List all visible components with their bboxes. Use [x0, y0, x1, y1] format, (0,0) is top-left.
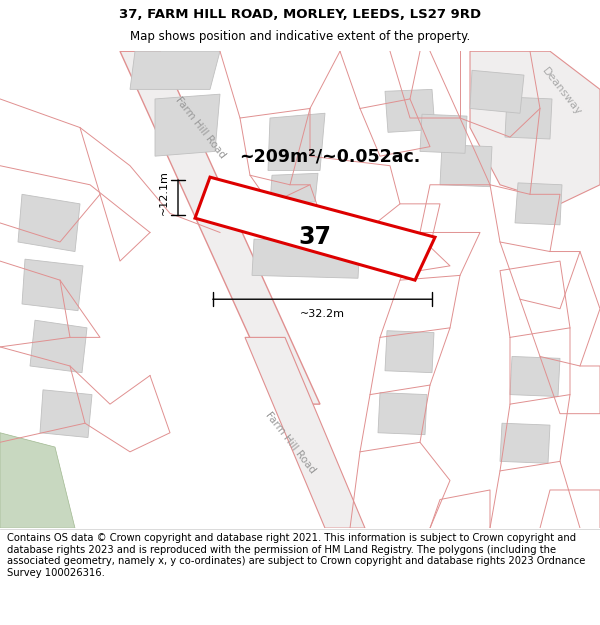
Text: Farm Hill Road: Farm Hill Road — [173, 95, 227, 160]
Polygon shape — [378, 392, 427, 434]
Polygon shape — [470, 51, 600, 204]
Text: ~209m²/~0.052ac.: ~209m²/~0.052ac. — [239, 147, 421, 165]
Polygon shape — [385, 331, 434, 372]
Text: Farm Hill Road: Farm Hill Road — [263, 410, 317, 475]
Polygon shape — [0, 432, 75, 528]
Text: Deansway: Deansway — [540, 66, 584, 117]
Polygon shape — [470, 71, 524, 113]
Text: ~12.1m: ~12.1m — [159, 171, 169, 216]
Polygon shape — [505, 97, 552, 139]
Polygon shape — [120, 51, 320, 404]
Polygon shape — [40, 390, 92, 438]
Polygon shape — [440, 145, 492, 187]
Polygon shape — [155, 94, 220, 156]
Polygon shape — [500, 423, 550, 463]
Polygon shape — [420, 114, 467, 153]
Polygon shape — [245, 338, 365, 528]
Polygon shape — [30, 320, 87, 372]
Polygon shape — [385, 89, 435, 132]
Text: 37, FARM HILL ROAD, MORLEY, LEEDS, LS27 9RD: 37, FARM HILL ROAD, MORLEY, LEEDS, LS27 … — [119, 8, 481, 21]
Polygon shape — [18, 194, 80, 251]
Polygon shape — [195, 177, 435, 280]
Polygon shape — [130, 51, 220, 89]
Polygon shape — [270, 173, 318, 204]
Text: Map shows position and indicative extent of the property.: Map shows position and indicative extent… — [130, 31, 470, 43]
Text: Contains OS data © Crown copyright and database right 2021. This information is : Contains OS data © Crown copyright and d… — [7, 533, 586, 578]
Text: 37: 37 — [299, 225, 331, 249]
Polygon shape — [268, 113, 325, 171]
Polygon shape — [252, 239, 360, 278]
Polygon shape — [22, 259, 83, 311]
Text: ~32.2m: ~32.2m — [300, 309, 345, 319]
Polygon shape — [510, 356, 560, 396]
Polygon shape — [515, 183, 562, 225]
